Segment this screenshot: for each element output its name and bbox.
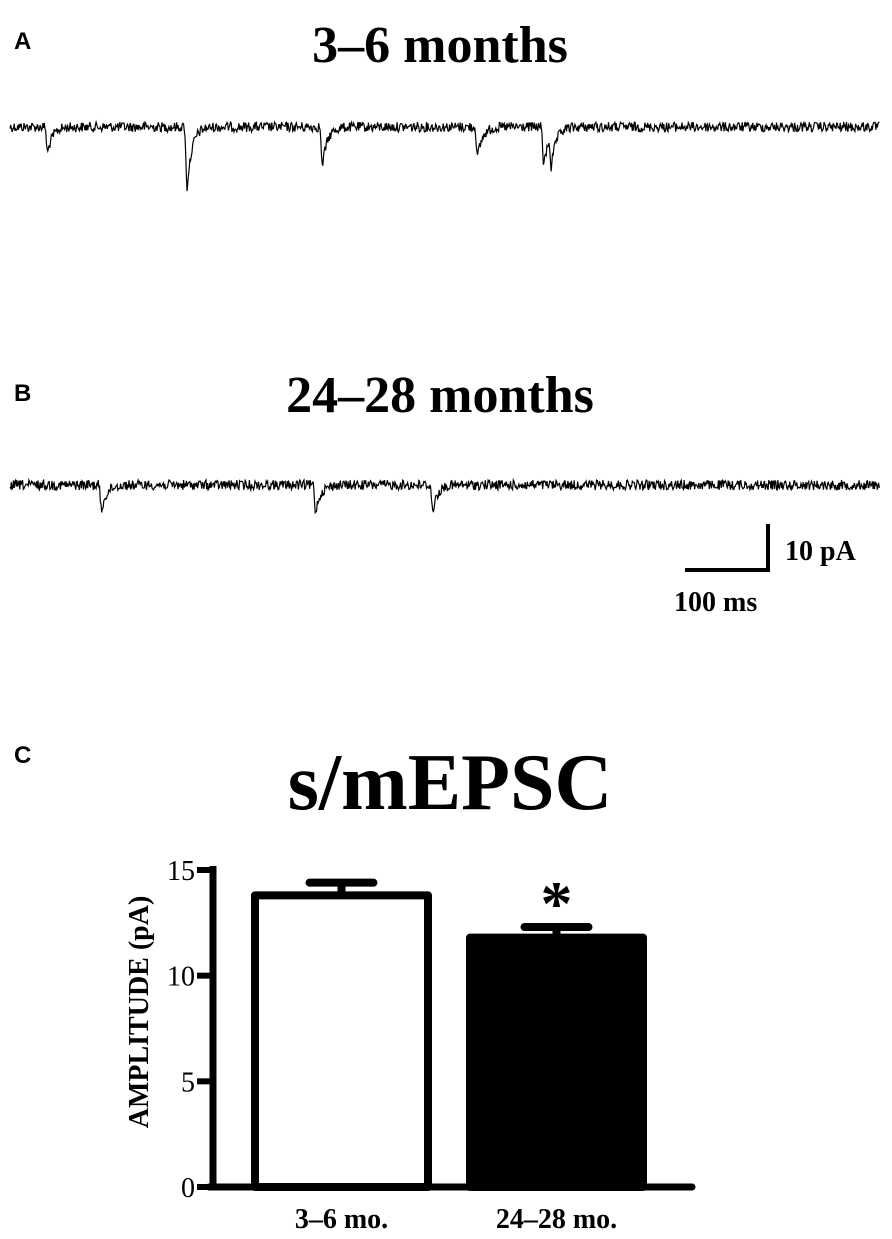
y-tick-label: 5 xyxy=(181,1067,195,1098)
y-tick-label: 0 xyxy=(181,1173,195,1204)
scale-bar-time-label: 100 ms xyxy=(674,587,757,618)
y-tick-label: 10 xyxy=(167,962,195,993)
panel-b-letter: B xyxy=(14,380,32,407)
bar xyxy=(466,933,647,1191)
panel-a-title: 3–6 months xyxy=(312,17,568,74)
panel-a-letter: A xyxy=(14,28,32,55)
panel-c-letter: C xyxy=(14,742,32,769)
chart-title: s/mEPSC xyxy=(287,739,613,827)
panel-b-title: 24–28 months xyxy=(286,367,594,424)
x-tick-label: 24–28 mo. xyxy=(496,1204,617,1235)
trace-b xyxy=(9,477,880,515)
bar-chart: 3–6 mo. 24–28 mo. * 0 5 10 15 AMPLITUDE (pA) xyxy=(124,856,696,1235)
x-tick-label: 3–6 mo. xyxy=(295,1204,388,1235)
scale-bar-current-label: 10 pA xyxy=(785,536,857,567)
scale-bar xyxy=(685,524,770,572)
y-axis-label: AMPLITUDE (pA) xyxy=(124,896,155,1129)
y-tick-label: 15 xyxy=(167,856,195,887)
trace-a xyxy=(9,119,880,192)
bar xyxy=(251,891,432,1191)
significance-marker: * xyxy=(541,868,573,939)
